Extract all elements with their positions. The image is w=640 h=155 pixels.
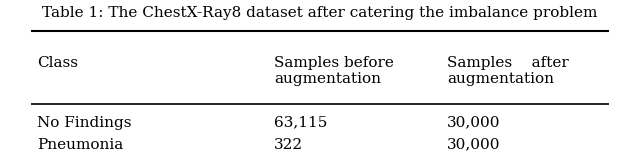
Text: No Findings: No Findings	[37, 116, 131, 130]
Text: Samples before
augmentation: Samples before augmentation	[274, 56, 394, 86]
Text: 63,115: 63,115	[274, 116, 327, 130]
Text: Table 1: The ChestX-Ray8 dataset after catering the imbalance problem: Table 1: The ChestX-Ray8 dataset after c…	[42, 6, 598, 20]
Text: 322: 322	[274, 138, 303, 152]
Text: Class: Class	[37, 56, 78, 70]
Text: 30,000: 30,000	[447, 116, 500, 130]
Text: 30,000: 30,000	[447, 138, 500, 152]
Text: Pneumonia: Pneumonia	[37, 138, 123, 152]
Text: Samples    after
augmentation: Samples after augmentation	[447, 56, 569, 86]
